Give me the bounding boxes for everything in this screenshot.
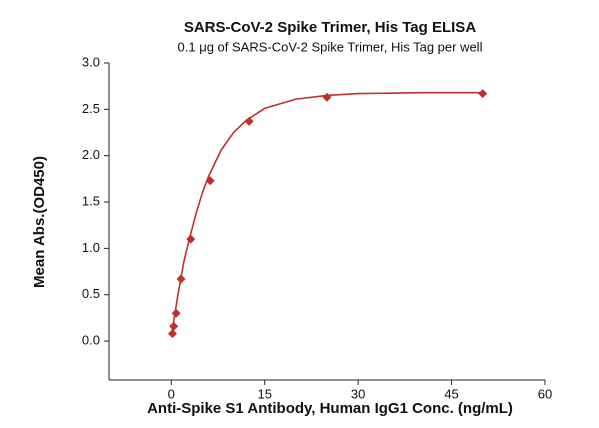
x-tick-label: 15 xyxy=(257,386,271,401)
data-point xyxy=(478,89,488,99)
data-point xyxy=(205,176,215,186)
y-tick-label: 0.0 xyxy=(82,333,100,348)
y-tick-label: 1.5 xyxy=(82,193,100,208)
y-tick-label: 2.0 xyxy=(82,147,100,162)
data-point xyxy=(171,308,181,318)
y-tick-label: 3.0 xyxy=(82,54,100,69)
x-tick-label: 30 xyxy=(351,386,365,401)
data-point xyxy=(169,321,179,331)
y-axis-label: Mean Abs.(OD450) xyxy=(31,156,48,288)
x-tick-label: 0 xyxy=(168,386,175,401)
data-point xyxy=(244,116,254,126)
chart-title: SARS-CoV-2 Spike Trimer, His Tag ELISA xyxy=(184,19,476,36)
y-tick-label: 1.0 xyxy=(82,240,100,255)
x-axis-label: Anti-Spike S1 Antibody, Human IgG1 Conc.… xyxy=(147,400,513,417)
y-tick-label: 0.5 xyxy=(82,286,100,301)
data-point xyxy=(176,274,186,284)
x-tick-label: 60 xyxy=(538,386,552,401)
x-tick-label: 45 xyxy=(444,386,458,401)
chart-subtitle: 0.1 μg of SARS-CoV-2 Spike Trimer, His T… xyxy=(178,39,483,54)
data-point xyxy=(168,329,178,339)
fit-curve xyxy=(170,91,483,337)
data-point xyxy=(322,92,332,102)
data-point xyxy=(186,234,196,244)
y-tick-label: 2.5 xyxy=(82,101,100,116)
